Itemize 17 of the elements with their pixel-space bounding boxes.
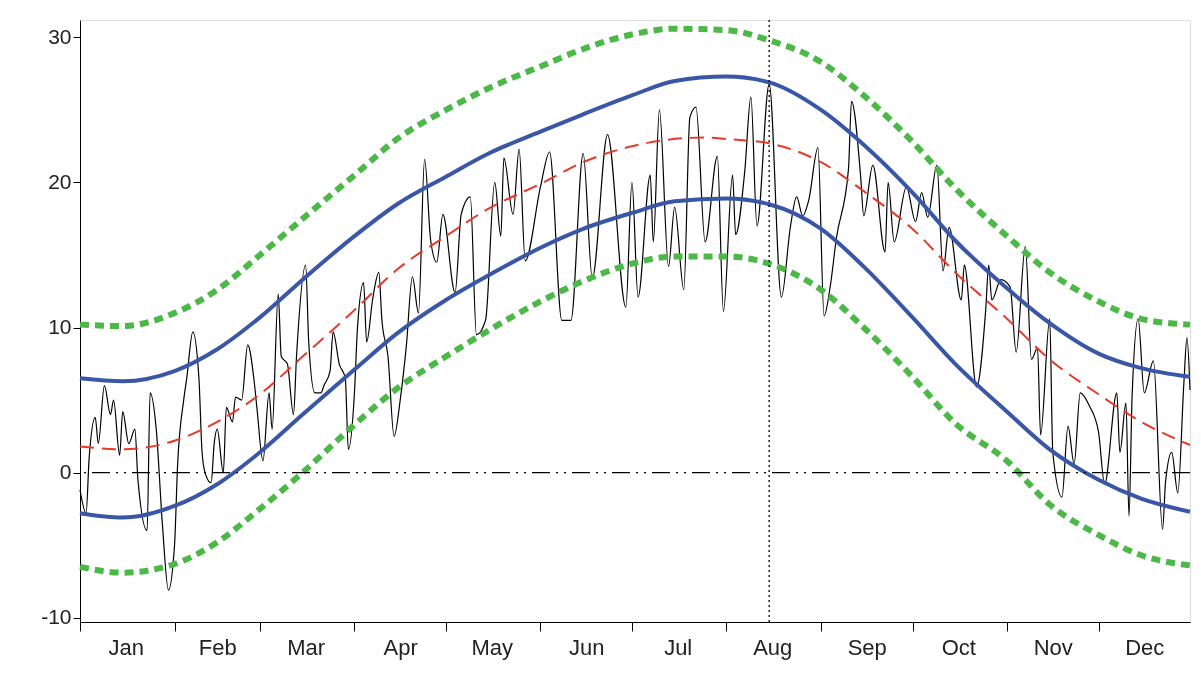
x-tick-label: Feb: [198, 634, 237, 660]
y-tick-label: -10: [41, 605, 72, 629]
x-tick-label: Oct: [941, 634, 976, 660]
x-tick-label: Jan: [108, 634, 144, 660]
x-tick-label: Dec: [1125, 634, 1165, 660]
x-tick-label: Nov: [1033, 634, 1073, 660]
x-tick-label: Jun: [568, 634, 605, 660]
y-tick-label: 30: [48, 24, 72, 48]
x-tick-label: Aug: [753, 634, 793, 660]
x-tick-label: Sep: [847, 634, 887, 660]
x-tick-label: Mar: [287, 634, 326, 660]
y-tick-label: 20: [48, 169, 72, 193]
y-tick-label: 0: [59, 460, 72, 484]
x-tick-label: Jul: [664, 634, 693, 660]
y-tick-label: 10: [48, 315, 72, 339]
x-tick-label: Apr: [383, 634, 418, 660]
x-tick-label: May: [471, 634, 513, 660]
